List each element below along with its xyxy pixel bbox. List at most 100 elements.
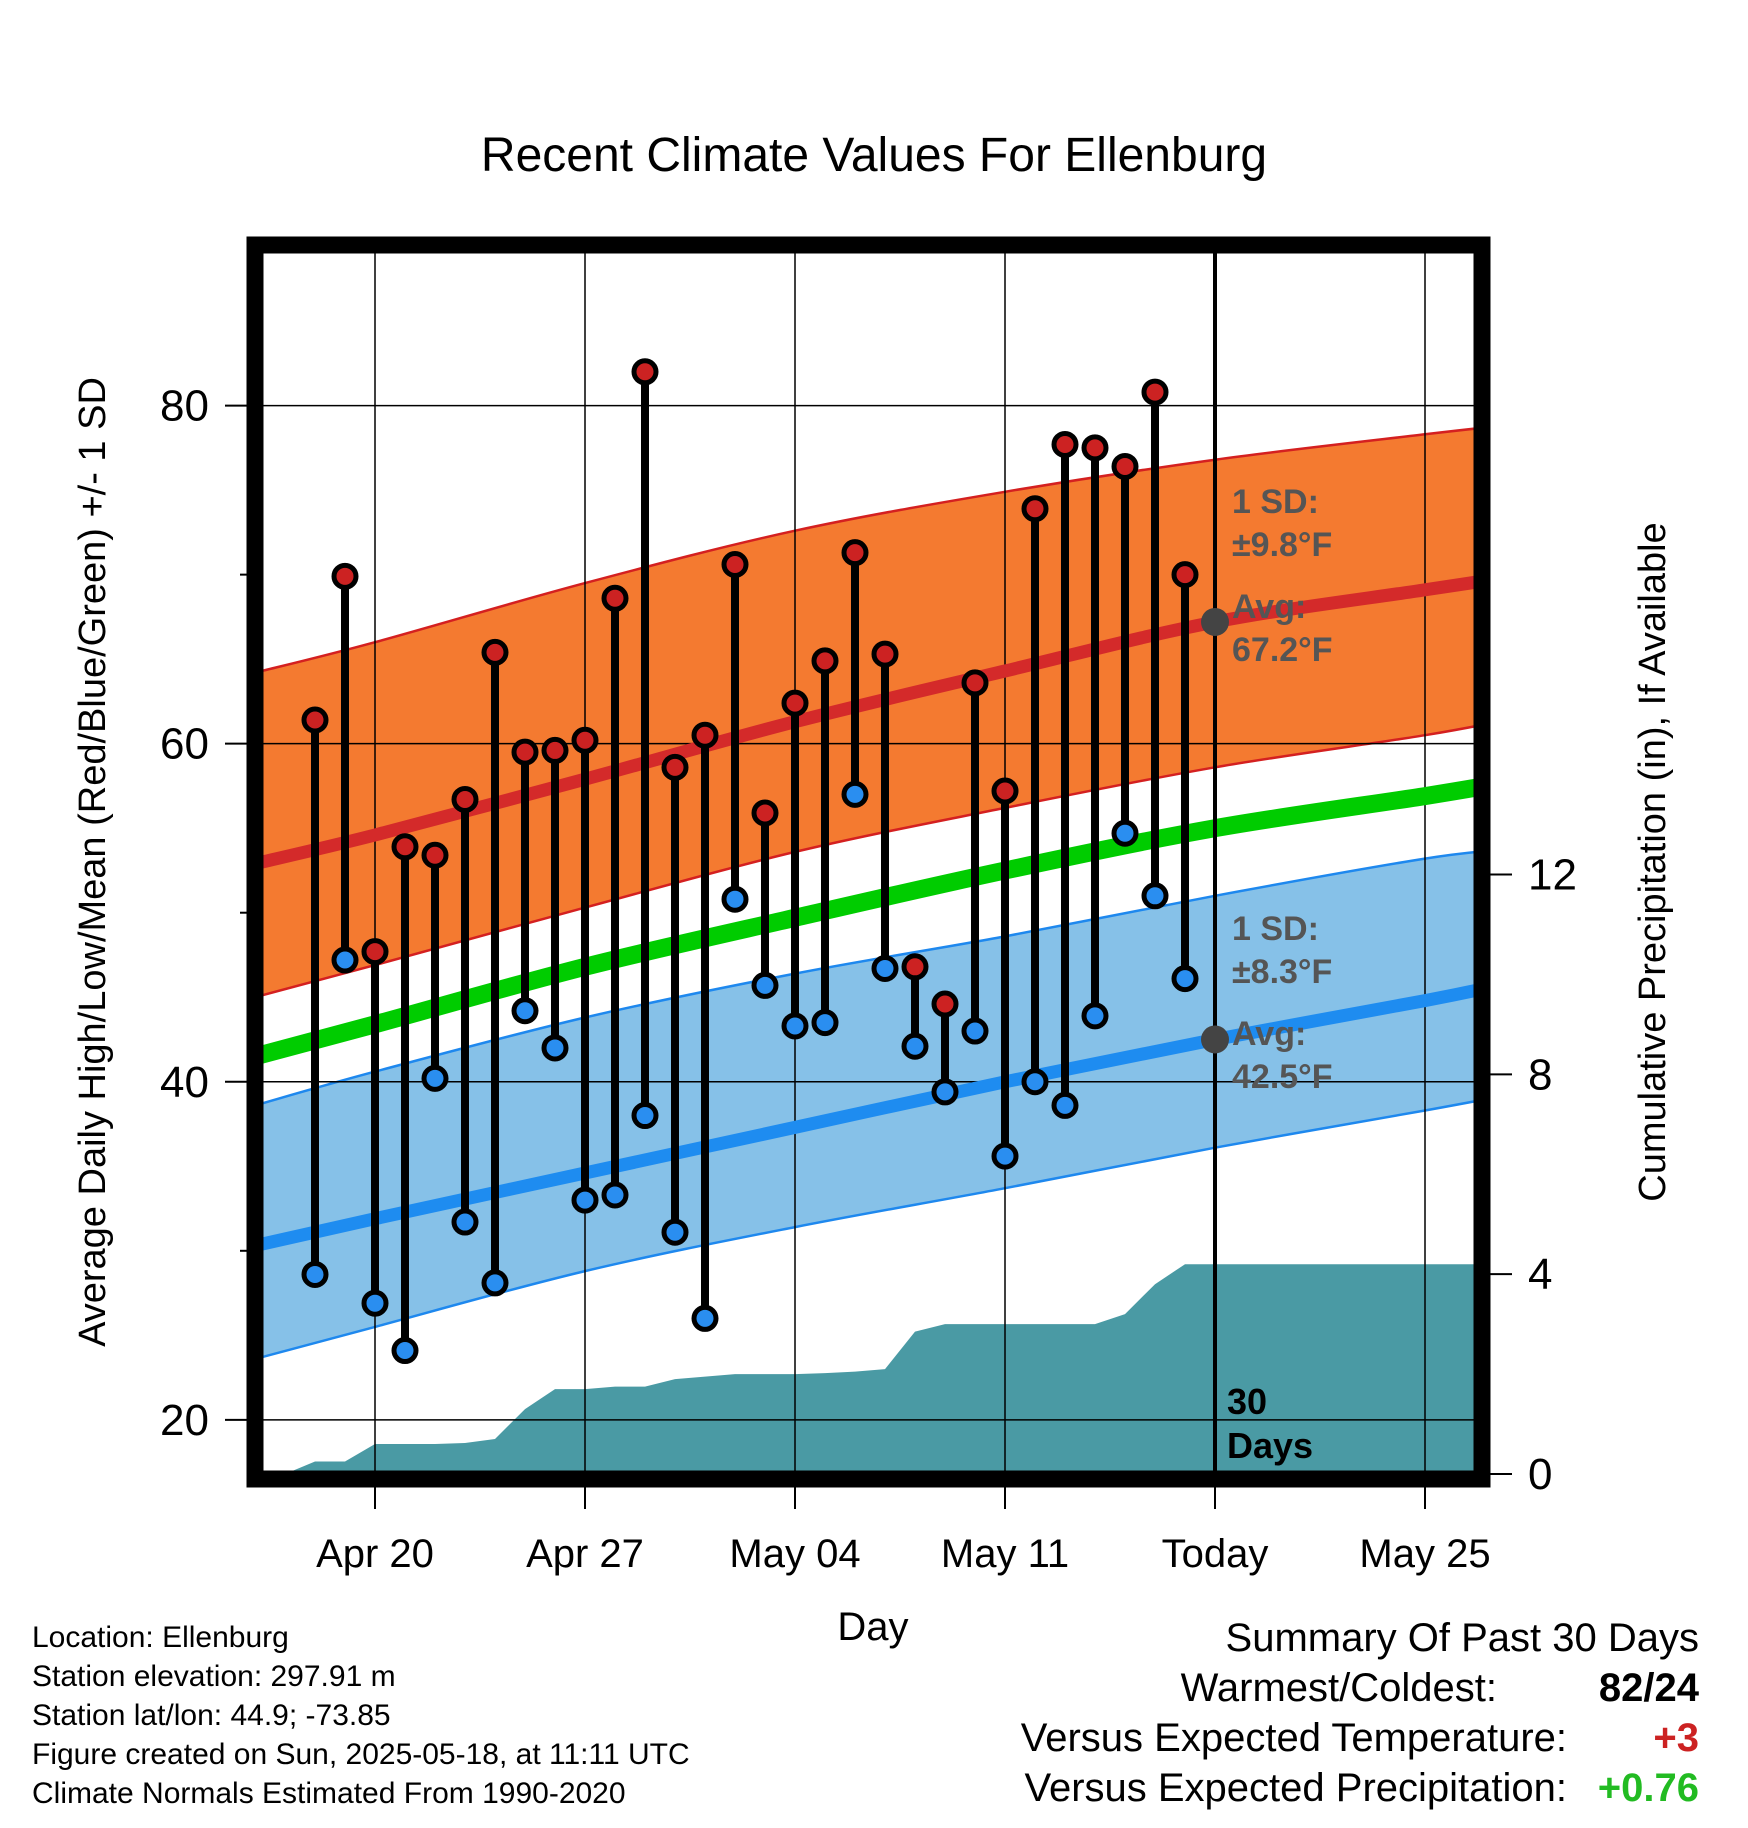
obs-low-point (1111, 819, 1139, 847)
plot-area (255, 245, 1482, 1479)
obs-high-point (451, 785, 479, 813)
y-tick-label: 80 (160, 382, 209, 431)
x-tick-label: Apr 27 (526, 1532, 644, 1576)
obs-low-point (661, 1218, 689, 1246)
obs-low-point (451, 1208, 479, 1236)
obs-low-point (511, 997, 539, 1025)
obs-high-point (601, 584, 629, 612)
obs-high-point (781, 689, 809, 717)
high-avg-marker (1201, 607, 1229, 636)
obs-low-point (841, 780, 869, 808)
obs-high-point (961, 669, 989, 697)
x-tick-label: Today (1162, 1532, 1269, 1576)
low-avg-marker (1201, 1025, 1229, 1054)
today-days-number: 30 (1227, 1381, 1267, 1422)
today-days-label: Days (1227, 1425, 1313, 1466)
obs-low-point (1141, 882, 1169, 910)
footer-location: Location: Ellenburg (32, 1621, 289, 1654)
obs-high-point (1051, 430, 1079, 458)
obs-low-point (931, 1078, 959, 1106)
x-tick-label: May 04 (729, 1532, 860, 1576)
obs-high-point (391, 833, 419, 861)
summary-precip-label: Versus Expected Precipitation: (1024, 1766, 1567, 1810)
obs-low-point (391, 1337, 419, 1365)
high-avg-value: 67.2°F (1232, 631, 1333, 669)
obs-low-point (691, 1304, 719, 1332)
plot-frame (246, 236, 1491, 1488)
obs-high-point (691, 721, 719, 749)
obs-high-point (871, 640, 899, 668)
obs-low-point (301, 1260, 329, 1288)
obs-high-point (931, 990, 959, 1018)
y2-tick-label: 4 (1528, 1250, 1552, 1299)
obs-high-point (481, 638, 509, 666)
summary-temp-value: +3 (1653, 1716, 1699, 1760)
summary-heading: Summary Of Past 30 Days (1225, 1616, 1699, 1660)
high-sd-label: 1 SD: (1232, 483, 1319, 521)
y-tick-label: 20 (160, 1396, 209, 1445)
low-avg-label: Avg: (1232, 1015, 1306, 1053)
obs-high-point (841, 539, 869, 567)
x-tick-label: May 11 (941, 1532, 1069, 1576)
obs-low-point (871, 954, 899, 982)
obs-high-point (811, 647, 839, 675)
obs-high-point (751, 799, 779, 827)
high-sd-value: ±9.8°F (1232, 526, 1332, 564)
obs-high-point (541, 736, 569, 764)
y2-axis-title: Cumulative Precipitation (in), If Availa… (1632, 522, 1674, 1201)
obs-low-point (901, 1032, 929, 1060)
y-axis-title: Average Daily High/Low/Mean (Red/Blue/Gr… (72, 377, 114, 1347)
obs-low-point (721, 885, 749, 913)
obs-high-point (661, 753, 689, 781)
obs-high-point (301, 706, 329, 734)
high-avg-label: Avg: (1232, 588, 1306, 626)
obs-high-point (721, 550, 749, 578)
obs-low-point (601, 1181, 629, 1209)
obs-high-point (1111, 452, 1139, 480)
summary-warmest-label: Warmest/Coldest: (1180, 1666, 1497, 1710)
obs-high-point (901, 953, 929, 981)
obs-low-point (331, 946, 359, 974)
x-tick-label: May 25 (1359, 1532, 1490, 1576)
footer-created: Figure created on Sun, 2025-05-18, at 11… (32, 1738, 690, 1771)
obs-low-point (751, 971, 779, 999)
obs-high-point (571, 726, 599, 754)
obs-low-point (421, 1064, 449, 1092)
x-tick-label: Apr 20 (316, 1532, 434, 1576)
obs-low-point (541, 1034, 569, 1062)
y2-tick-label: 8 (1528, 1050, 1552, 1099)
x-axis-title: Day (837, 1605, 908, 1649)
obs-high-point (421, 841, 449, 869)
obs-low-point (1171, 965, 1199, 993)
obs-high-point (511, 738, 539, 766)
summary-precip-value: +0.76 (1597, 1766, 1699, 1810)
low-sd-value: ±8.3°F (1232, 953, 1332, 991)
obs-high-point (361, 938, 389, 966)
obs-high-point (1081, 434, 1109, 462)
y-tick-label: 40 (160, 1058, 209, 1107)
obs-low-point (1051, 1091, 1079, 1119)
obs-low-point (361, 1289, 389, 1317)
footer-elevation: Station elevation: 297.91 m (32, 1660, 396, 1693)
summary-temp-label: Versus Expected Temperature: (1020, 1716, 1567, 1760)
obs-high-point (1171, 561, 1199, 589)
obs-high-point (1141, 378, 1169, 406)
obs-low-point (631, 1102, 659, 1130)
obs-low-point (961, 1017, 989, 1045)
obs-high-point (1021, 495, 1049, 523)
obs-low-point (811, 1009, 839, 1037)
low-avg-value: 42.5°F (1232, 1058, 1333, 1096)
obs-high-point (631, 358, 659, 386)
summary-warmest-value: 82/24 (1598, 1666, 1699, 1710)
low-sd-label: 1 SD: (1232, 910, 1319, 948)
chart-title: Recent Climate Values For Ellenburg (480, 129, 1268, 182)
obs-low-point (1081, 1002, 1109, 1030)
obs-low-point (781, 1012, 809, 1040)
footer-latlon: Station lat/lon: 44.9; -73.85 (32, 1699, 391, 1732)
footer-normals: Climate Normals Estimated From 1990-2020 (32, 1777, 626, 1810)
obs-low-point (1021, 1068, 1049, 1096)
normal-low-line (255, 982, 1482, 1253)
y-tick-label: 60 (160, 720, 209, 769)
obs-low-point (481, 1269, 509, 1297)
